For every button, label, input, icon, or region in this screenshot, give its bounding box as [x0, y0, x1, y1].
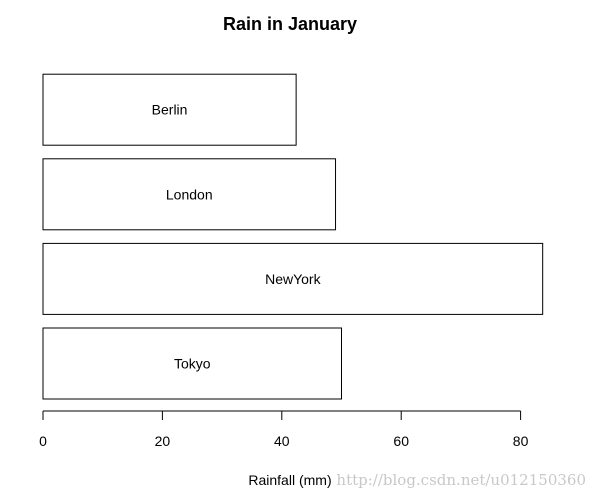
chart-title: Rain in January [223, 14, 357, 34]
bar-tokyo [42, 327, 342, 400]
bar-label-berlin: Berlin [152, 102, 188, 118]
bar-label-newyork: NewYork [265, 271, 322, 287]
x-axis: 0 20 40 60 80 [39, 410, 529, 449]
x-tick-label-40: 40 [274, 433, 290, 449]
bar-berlin [42, 73, 297, 146]
watermark-text: http://blog.csdn.net/u012150360 [336, 471, 586, 489]
bar-london [42, 158, 337, 231]
bar-label-london: London [166, 186, 213, 202]
x-tick-label-80: 80 [513, 433, 529, 449]
x-tick-label-0: 0 [39, 433, 47, 449]
x-tick-label-60: 60 [393, 433, 409, 449]
bars-group: Tokyo NewYork London Berlin [42, 73, 544, 400]
x-axis-label: Rainfall (mm) [248, 472, 331, 488]
bar-label-tokyo: Tokyo [174, 356, 211, 372]
bar-newyork [42, 242, 544, 315]
x-tick-label-20: 20 [155, 433, 171, 449]
